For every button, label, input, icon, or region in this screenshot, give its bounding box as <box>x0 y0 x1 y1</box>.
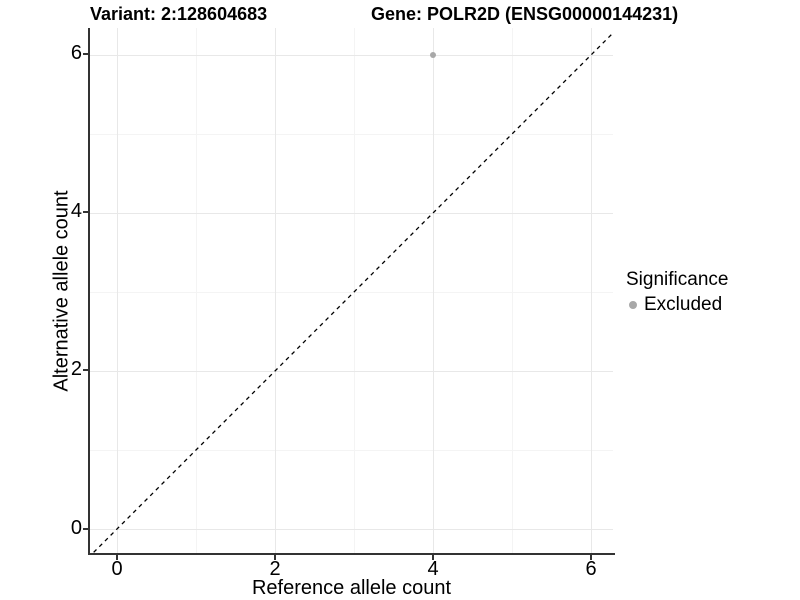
gridline-major-vertical <box>117 28 118 553</box>
gridline-major-horizontal <box>90 55 613 56</box>
variant-title: Variant: 2:128604683 <box>90 4 268 24</box>
plot-panel <box>90 28 613 553</box>
x-tick-label: 0 <box>111 558 123 580</box>
legend-title: Significance <box>626 269 729 290</box>
legend: Significance Excluded <box>626 269 728 316</box>
y-tick <box>83 369 88 371</box>
y-tick-label: 6 <box>70 42 82 64</box>
y-tick <box>83 211 88 213</box>
y-tick-label: 0 <box>70 517 82 539</box>
gene-title: Gene: POLR2D (ENSG00000144231) <box>371 4 679 24</box>
x-tick <box>116 555 118 560</box>
y-tick-label: 4 <box>70 200 82 222</box>
gridline-major-vertical <box>275 28 276 553</box>
y-tick <box>83 528 88 530</box>
x-axis-label: Reference allele count <box>251 577 451 599</box>
gridline-minor-horizontal <box>90 450 613 451</box>
gridline-major-vertical <box>433 28 434 553</box>
x-tick <box>274 555 276 560</box>
gridline-major-horizontal <box>90 371 613 372</box>
gridline-minor-vertical <box>196 28 197 553</box>
legend-entry-label: Excluded <box>644 294 723 315</box>
identity-line <box>92 32 613 553</box>
gridline-minor-horizontal <box>90 134 613 135</box>
gridline-major-horizontal <box>90 213 613 214</box>
gridline-minor-vertical <box>354 28 355 553</box>
x-tick-label: 6 <box>585 558 597 580</box>
y-axis-label: Alternative allele count <box>50 190 73 392</box>
x-tick <box>590 555 592 560</box>
gridline-minor-horizontal <box>90 292 613 293</box>
legend-entry-excluded: Excluded <box>629 294 728 316</box>
data-point-excluded <box>430 52 436 58</box>
gridline-major-vertical <box>591 28 592 553</box>
gridline-minor-vertical <box>512 28 513 553</box>
y-tick <box>83 53 88 55</box>
x-axis-line <box>88 553 615 555</box>
x-tick-label: 2 <box>269 558 281 580</box>
y-tick-label: 2 <box>70 358 82 380</box>
gridline-major-horizontal <box>90 529 613 530</box>
x-tick-label: 4 <box>427 558 439 580</box>
y-axis-line <box>88 28 90 555</box>
excluded-point-icon <box>629 301 637 309</box>
x-tick <box>432 555 434 560</box>
